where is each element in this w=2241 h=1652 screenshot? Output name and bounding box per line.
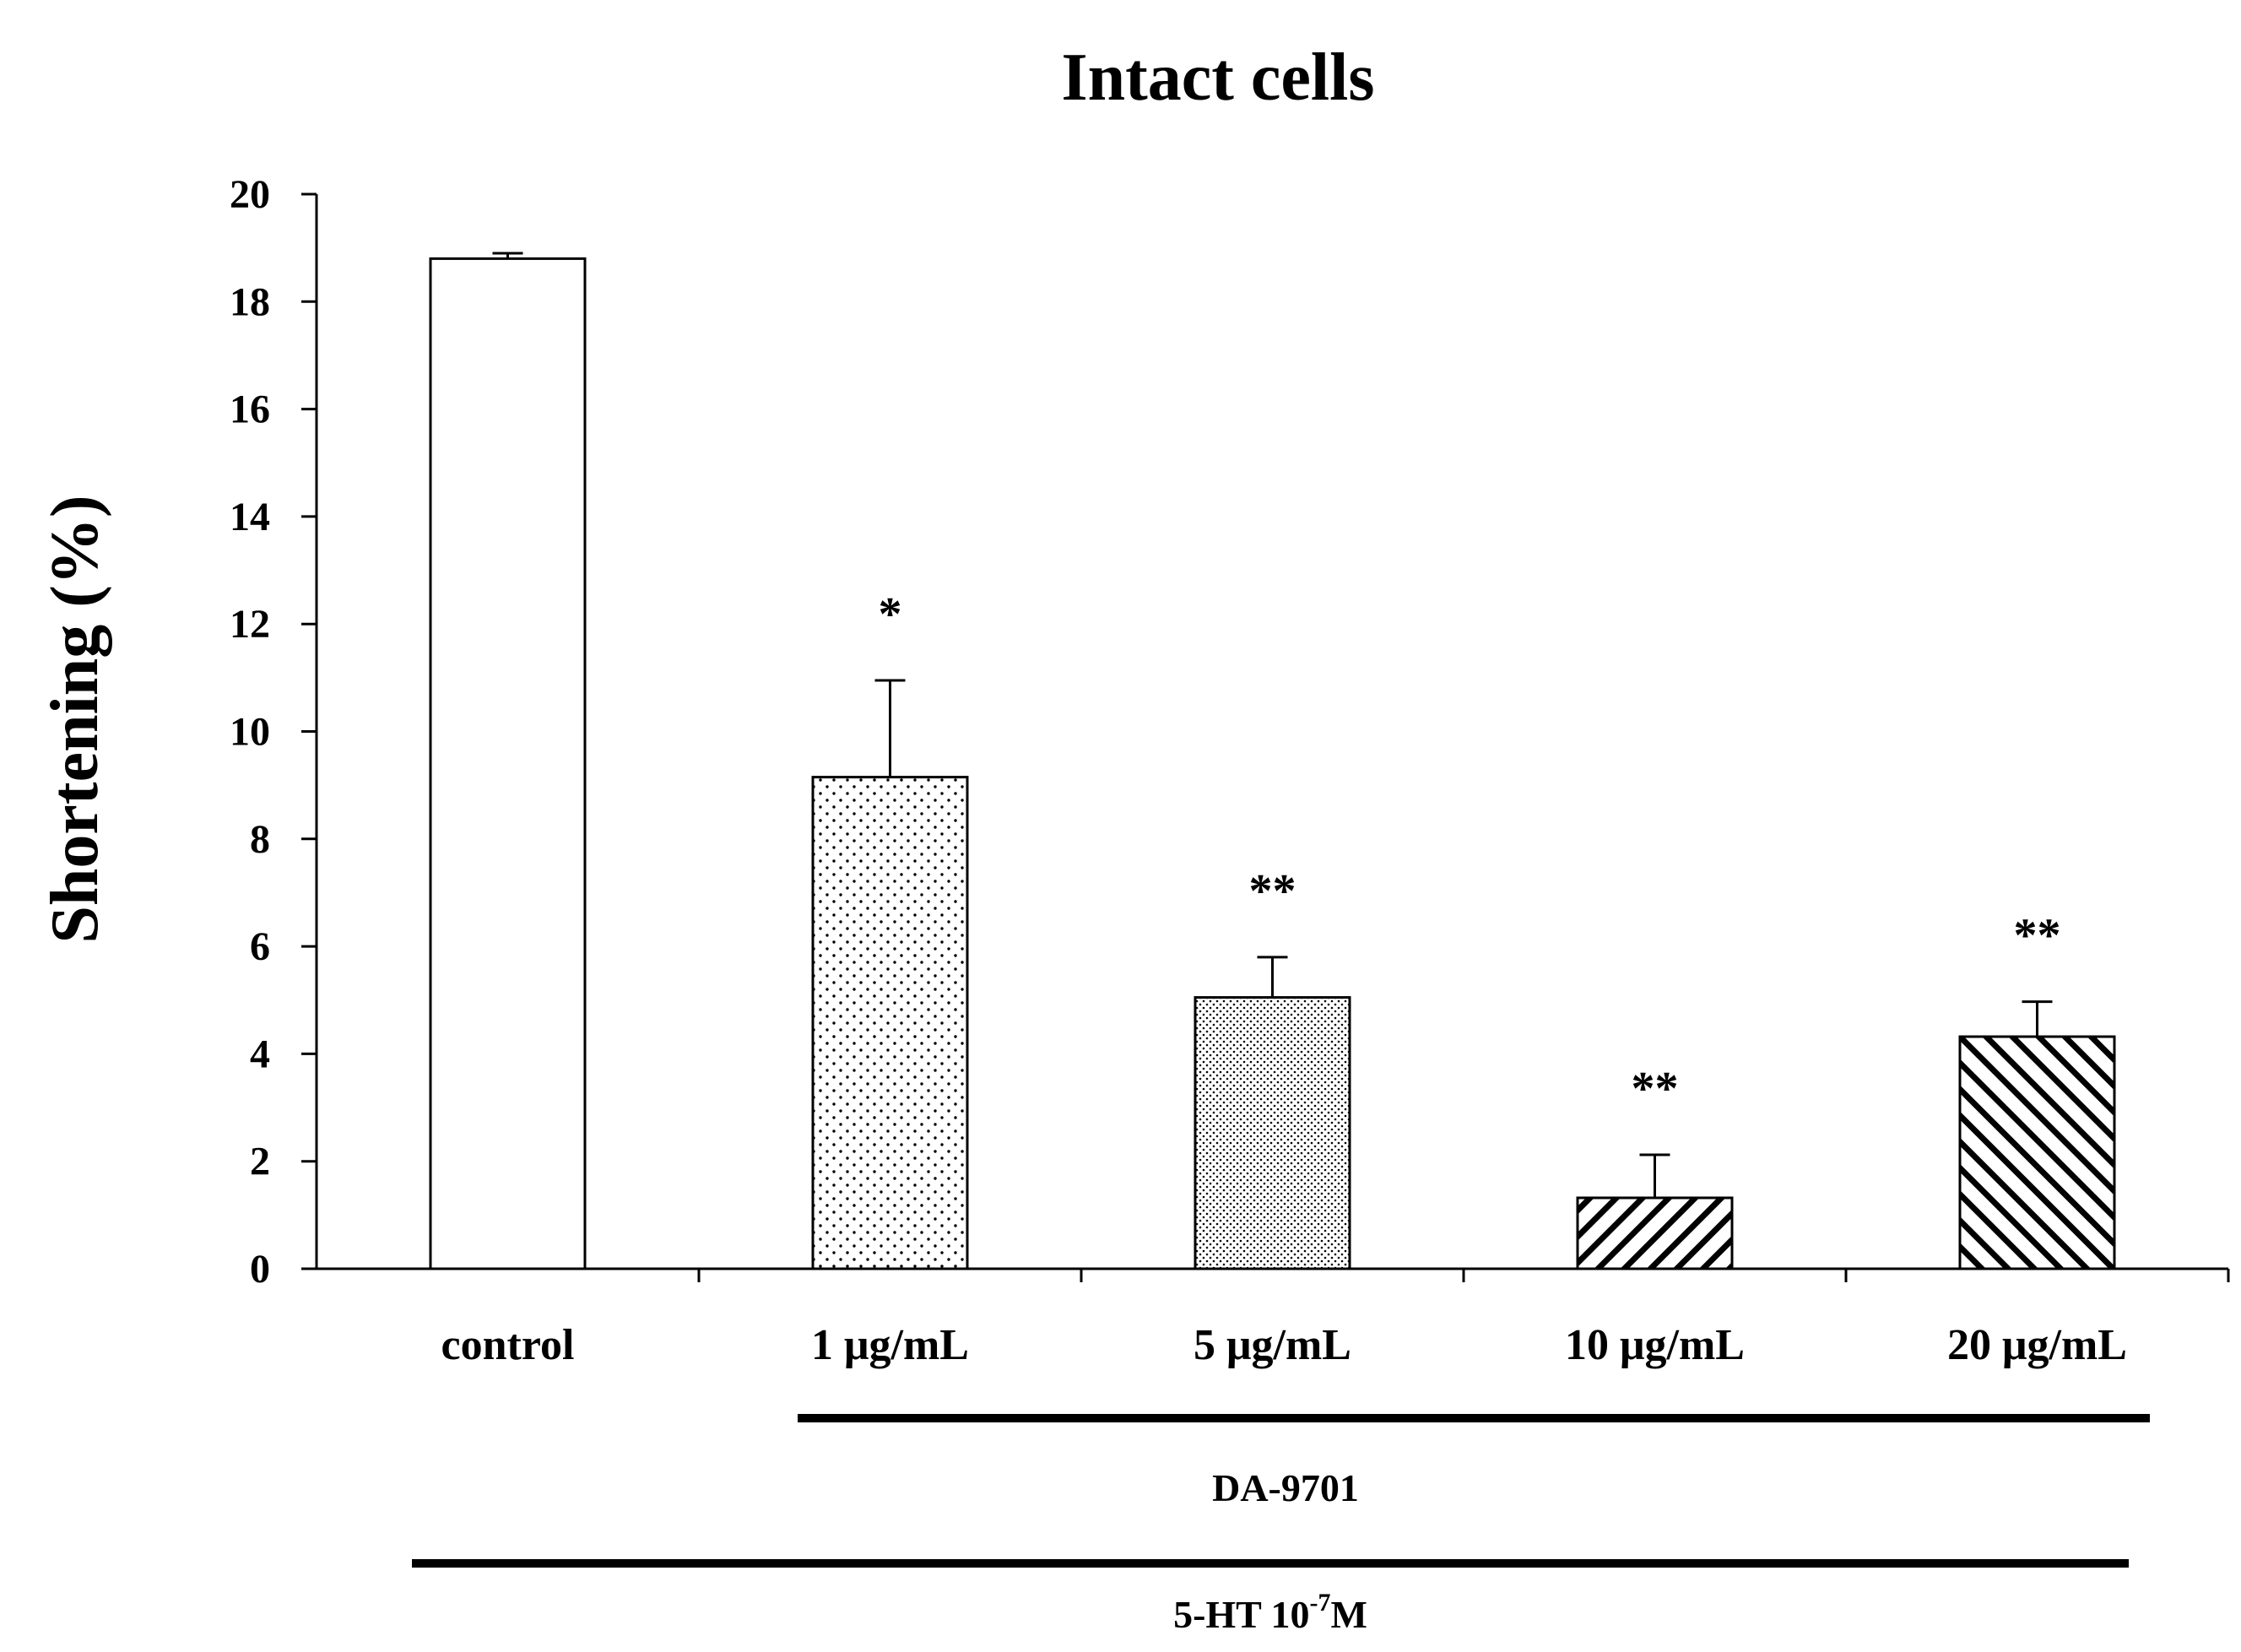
x-tick-labels: control 1 μg/mL 5 μg/mL 10 μg/mL 20 μg/mL (441, 1321, 2127, 1369)
significance-3: ** (1249, 865, 1296, 918)
y-tick-label-10: 10 (230, 710, 270, 755)
significance-markers: ******* (879, 588, 2061, 1115)
y-tick-label-14: 14 (230, 495, 270, 539)
x-tick-label-4: 10 μg/mL (1565, 1321, 1745, 1369)
y-tick-label-12: 12 (230, 602, 270, 647)
y-tick-label-20: 20 (230, 172, 270, 217)
y-tick-label-4: 4 (250, 1032, 270, 1076)
y-axis-label: Shortening (%) (38, 495, 112, 943)
y-tick-label-16: 16 (230, 387, 270, 432)
y-tick-label-2: 2 (250, 1140, 270, 1184)
group-da9701: DA-9701 (798, 1414, 2150, 1509)
bar-4 (1576, 1196, 1734, 1270)
group-5ht: 5-HT 10-7M (412, 1559, 2129, 1636)
bar-2 (811, 776, 969, 1270)
x-tick-label-2: 1 μg/mL (811, 1321, 969, 1369)
significance-4: ** (1632, 1063, 1679, 1115)
x-tick-label-1: control (441, 1321, 575, 1369)
group-label-da9701: DA-9701 (1212, 1466, 1359, 1509)
group-label-5ht: 5-HT 10-7M (1173, 1589, 1367, 1636)
chart-title: Intact cells (1061, 41, 1374, 115)
y-tick-label-0: 0 (250, 1247, 270, 1292)
x-tick-label-5: 20 μg/mL (1947, 1321, 2127, 1369)
bar-3 (1194, 996, 1351, 1270)
bar-1 (429, 257, 587, 1270)
y-ticks: 0 2 4 6 8 10 12 14 16 18 20 (230, 172, 317, 1292)
bars (429, 257, 2116, 1270)
error-bars (492, 252, 2053, 1198)
group-label-5ht-sup: -7 (1310, 1589, 1331, 1617)
y-tick-label-6: 6 (250, 924, 270, 969)
significance-2: * (879, 588, 902, 641)
significance-5: ** (2014, 910, 2061, 962)
y-tick-label-8: 8 (250, 817, 270, 862)
x-tick-label-3: 5 μg/mL (1194, 1321, 1351, 1369)
bar-5 (1958, 1035, 2116, 1270)
group-label-5ht-base: 5-HT 10 (1173, 1593, 1309, 1636)
x-ticks (697, 1269, 2230, 1282)
y-tick-label-18: 18 (230, 279, 270, 324)
group-label-5ht-unit: M (1331, 1593, 1367, 1636)
